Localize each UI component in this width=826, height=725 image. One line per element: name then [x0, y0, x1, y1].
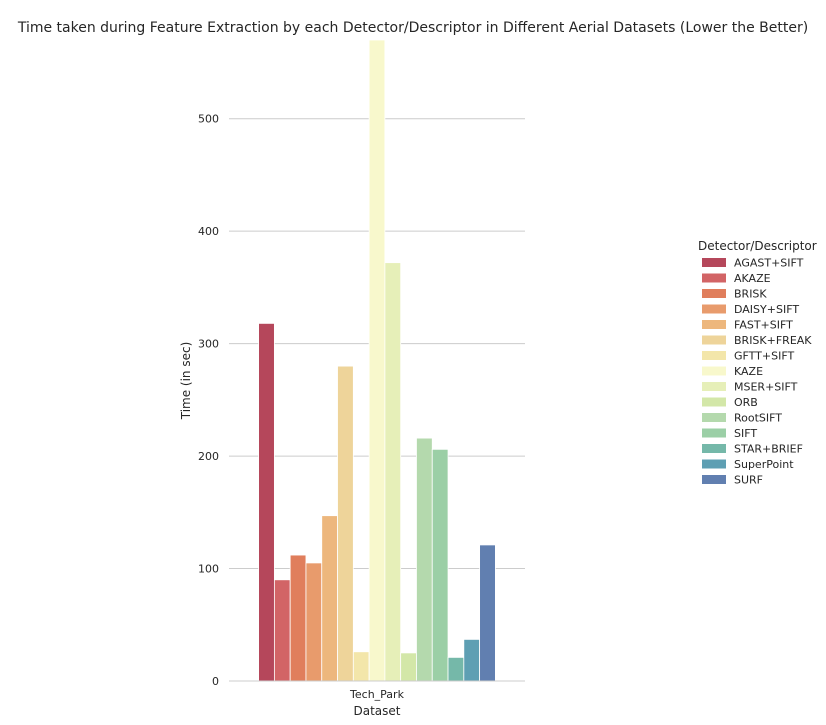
bar-agast-sift: [258, 322, 275, 682]
bar-brisk: [289, 554, 307, 682]
legend-label: STAR+BRIEF: [734, 443, 803, 456]
bar-orb: [400, 652, 417, 682]
legend-swatch: [702, 459, 726, 469]
legend-label: GFTT+SIFT: [734, 350, 794, 363]
y-axis-label: Time (in sec): [179, 342, 193, 421]
bar-kaze: [368, 39, 386, 682]
bar-daisy-sift: [305, 562, 323, 682]
legend-title: Detector/Descriptor: [698, 239, 817, 253]
bar-mser-sift: [384, 262, 402, 682]
legend-swatch: [702, 444, 726, 453]
legend-label: SuperPoint: [734, 458, 794, 471]
bar-star-brief: [447, 656, 465, 682]
legend-swatch: [702, 382, 726, 391]
bar-surf: [479, 544, 496, 682]
legend-label: BRISK: [734, 288, 767, 301]
bar-brisk-freak: [337, 365, 354, 682]
legend-swatch: [702, 475, 726, 484]
chart-title: Time taken during Feature Extraction by …: [17, 20, 808, 36]
y-tick-label: 200: [198, 450, 219, 463]
bars: [258, 39, 496, 682]
y-tick-label: 300: [198, 338, 219, 351]
y-tick-label: 500: [198, 113, 219, 126]
legend-label: BRISK+FREAK: [734, 334, 812, 347]
legend-label: ORB: [734, 396, 758, 409]
y-tick-label: 100: [198, 563, 219, 576]
legend-label: SIFT: [734, 427, 757, 440]
legend-label: DAISY+SIFT: [734, 303, 799, 316]
legend-label: SURF: [734, 474, 763, 487]
x-axis-label: Dataset: [354, 704, 401, 718]
legend-swatch: [702, 351, 726, 360]
bar-gftt-sift: [352, 651, 370, 682]
bar-fast-sift: [321, 515, 338, 682]
legend-swatch: [702, 335, 726, 345]
legend-label: KAZE: [734, 365, 763, 378]
legend-swatch: [702, 320, 726, 329]
legend-label: AKAZE: [734, 272, 771, 285]
y-axis-ticks: 0 100 200 300 400 500: [198, 113, 219, 688]
bar-rootsift: [416, 437, 433, 682]
x-tick-label: Tech_Park: [349, 688, 405, 701]
legend-label: AGAST+SIFT: [734, 257, 804, 270]
y-tick-label: 400: [198, 225, 219, 238]
legend-swatch: [702, 258, 726, 267]
legend: Detector/Descriptor AGAST+SIFT AKAZE BRISK…: [698, 239, 817, 487]
legend-label: FAST+SIFT: [734, 319, 793, 332]
legend-swatch: [702, 366, 726, 376]
y-tick-label: 0: [212, 675, 219, 688]
legend-label: MSER+SIFT: [734, 381, 798, 394]
bar-akaze: [273, 579, 291, 682]
x-axis-ticks: Tech_Park: [349, 688, 405, 701]
legend-swatch: [702, 289, 726, 298]
bar-superpoint: [463, 638, 481, 682]
legend-label: RootSIFT: [734, 412, 782, 425]
bar-sift: [431, 448, 449, 682]
legend-swatch: [702, 413, 726, 422]
legend-swatch: [702, 397, 726, 407]
legend-swatch: [702, 273, 726, 283]
legend-swatch: [702, 304, 726, 314]
legend-swatch: [702, 428, 726, 438]
